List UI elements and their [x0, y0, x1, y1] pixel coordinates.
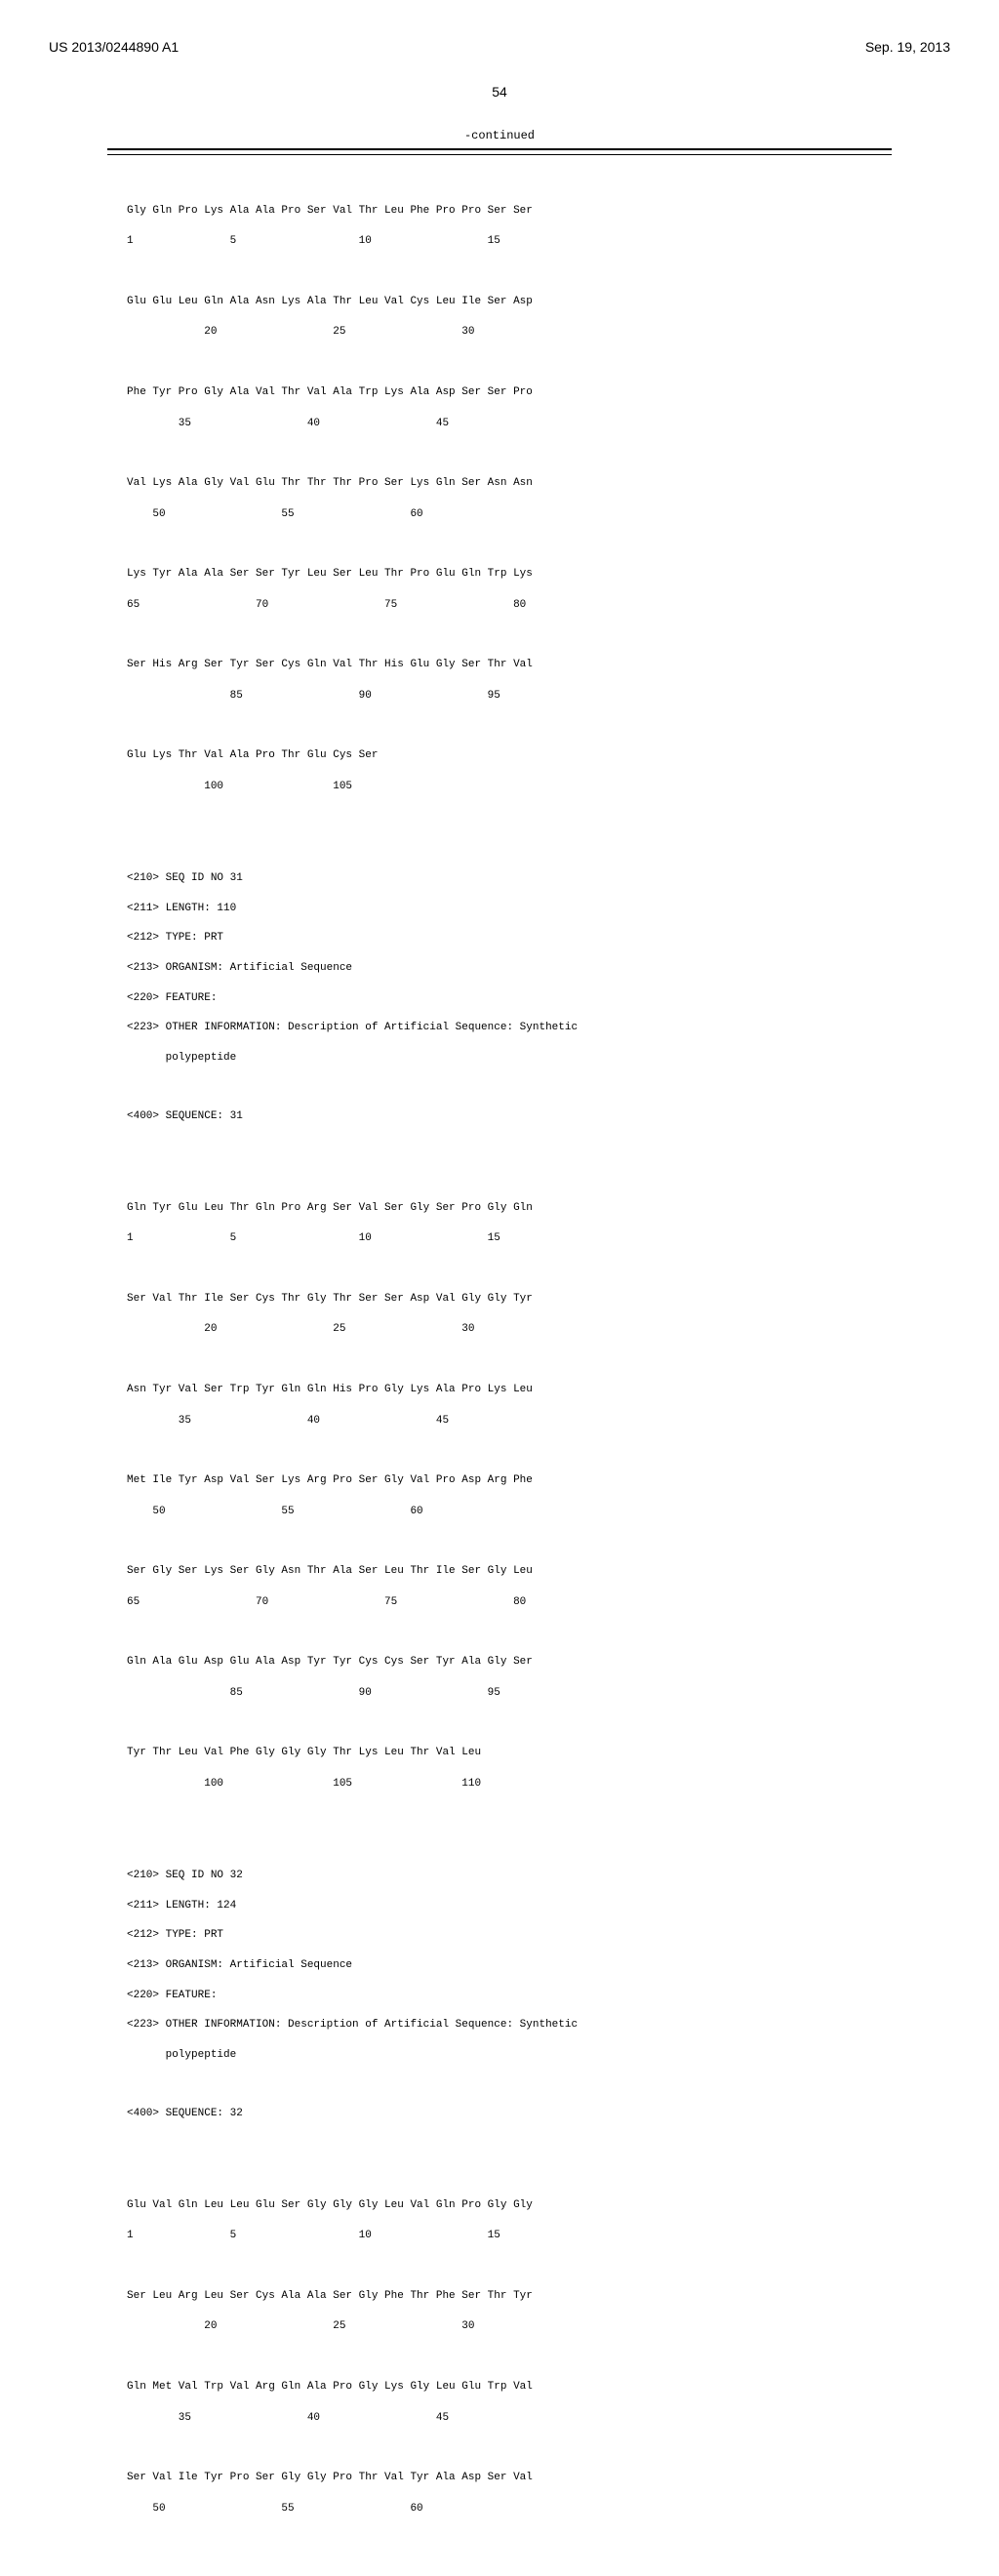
seq-aa-row: Glu Lys Thr Val Ala Pro Thr Glu Cys Ser	[127, 748, 950, 763]
seq-num-row: 50 55 60	[127, 507, 950, 522]
seq-aa-row: Gln Met Val Trp Val Arg Gln Ala Pro Gly …	[127, 2380, 950, 2395]
seq-num-row: 65 70 75 80	[127, 1595, 950, 1610]
seq-aa-row: Ser Val Ile Tyr Pro Ser Gly Gly Pro Thr …	[127, 2471, 950, 2485]
seq-meta-line: <213> ORGANISM: Artificial Sequence	[127, 961, 950, 976]
seq-meta-line: <223> OTHER INFORMATION: Description of …	[127, 2018, 950, 2033]
seq-num-row: 35 40 45	[127, 417, 950, 431]
seq-aa-row: Ser Leu Arg Leu Ser Cys Ala Ala Ser Gly …	[127, 2289, 950, 2304]
seq-meta-line: <211> LENGTH: 110	[127, 902, 950, 916]
seq-meta-line: polypeptide	[127, 2048, 950, 2063]
seq-aa-row: Met Ile Tyr Asp Val Ser Lys Arg Pro Ser …	[127, 1473, 950, 1488]
seq32-meta: <210> SEQ ID NO 32 <211> LENGTH: 124 <21…	[127, 1854, 950, 2137]
seq-aa-row: Tyr Thr Leu Val Phe Gly Gly Gly Thr Lys …	[127, 1746, 950, 1760]
seq-num-row: 20 25 30	[127, 2319, 950, 2334]
seq-meta-line: <212> TYPE: PRT	[127, 1928, 950, 1943]
divider-bottom	[107, 154, 892, 155]
seq-meta-line: <213> ORGANISM: Artificial Sequence	[127, 1958, 950, 1973]
seq-aa-row: Ser Gly Ser Lys Ser Gly Asn Thr Ala Ser …	[127, 1564, 950, 1579]
sequence-listing: Gly Gln Pro Lys Ala Ala Pro Ser Val Thr …	[127, 175, 950, 2564]
seq-meta-line: <220> FEATURE:	[127, 1989, 950, 2003]
seq-num-row: 65 70 75 80	[127, 598, 950, 613]
seq-num-row: 1 5 10 15	[127, 2229, 950, 2243]
seq32-block: Glu Val Gln Leu Leu Glu Ser Gly Gly Gly …	[127, 2184, 950, 2532]
seq-num-row: 35 40 45	[127, 2411, 950, 2426]
seq-num-row: 20 25 30	[127, 325, 950, 340]
continued-label: -continued	[49, 129, 950, 142]
seq-num-row: 50 55 60	[127, 1505, 950, 1519]
seq-aa-row: Gln Tyr Glu Leu Thr Gln Pro Arg Ser Val …	[127, 1201, 950, 1216]
seq-aa-row: Gln Ala Glu Asp Glu Ala Asp Tyr Tyr Cys …	[127, 1655, 950, 1670]
seq-meta-line: <211> LENGTH: 124	[127, 1899, 950, 1913]
seq-aa-row: Ser Val Thr Ile Ser Cys Thr Gly Thr Ser …	[127, 1292, 950, 1307]
page-header: US 2013/0244890 A1 Sep. 19, 2013	[49, 39, 950, 55]
seq-meta-line: polypeptide	[127, 1051, 950, 1066]
seq-num-row: 1 5 10 15	[127, 234, 950, 249]
doc-date: Sep. 19, 2013	[865, 39, 950, 55]
seq-aa-row: Gly Gln Pro Lys Ala Ala Pro Ser Val Thr …	[127, 204, 950, 219]
seq-num-row: 35 40 45	[127, 1414, 950, 1429]
seq-meta-line: <223> OTHER INFORMATION: Description of …	[127, 1021, 950, 1035]
seq-meta-line: <212> TYPE: PRT	[127, 931, 950, 946]
seq-num-row: 85 90 95	[127, 689, 950, 704]
seq-aa-row: Phe Tyr Pro Gly Ala Val Thr Val Ala Trp …	[127, 385, 950, 400]
seq-aa-row: Ser His Arg Ser Tyr Ser Cys Gln Val Thr …	[127, 658, 950, 672]
doc-number: US 2013/0244890 A1	[49, 39, 179, 55]
page-number: 54	[49, 84, 950, 100]
seq-num-row: 85 90 95	[127, 1686, 950, 1701]
seq-aa-row: Glu Glu Leu Gln Ala Asn Lys Ala Thr Leu …	[127, 295, 950, 309]
seq-num-row: 20 25 30	[127, 1322, 950, 1337]
seq-meta-line: <400> SEQUENCE: 31	[127, 1109, 950, 1124]
seq-num-row: 100 105	[127, 780, 950, 794]
seq-aa-row: Asn Tyr Val Ser Trp Tyr Gln Gln His Pro …	[127, 1383, 950, 1397]
seq-aa-row: Lys Tyr Ala Ala Ser Ser Tyr Leu Ser Leu …	[127, 567, 950, 582]
seq-meta-line: <400> SEQUENCE: 32	[127, 2107, 950, 2121]
seq31-meta: <210> SEQ ID NO 31 <211> LENGTH: 110 <21…	[127, 857, 950, 1140]
seq-meta-line: <210> SEQ ID NO 31	[127, 871, 950, 886]
seq-num-row: 100 105 110	[127, 1777, 950, 1791]
seq31-block: Gln Tyr Glu Leu Thr Gln Pro Arg Ser Val …	[127, 1187, 950, 1808]
divider-top	[107, 148, 892, 150]
seq-meta-line: <220> FEATURE:	[127, 991, 950, 1006]
seq-meta-line: <210> SEQ ID NO 32	[127, 1869, 950, 1883]
seq30-block: Gly Gln Pro Lys Ala Ala Pro Ser Val Thr …	[127, 189, 950, 811]
seq-aa-row: Val Lys Ala Gly Val Glu Thr Thr Thr Pro …	[127, 476, 950, 491]
seq-num-row: 1 5 10 15	[127, 1231, 950, 1246]
seq-num-row: 50 55 60	[127, 2502, 950, 2516]
seq-aa-row: Glu Val Gln Leu Leu Glu Ser Gly Gly Gly …	[127, 2198, 950, 2213]
